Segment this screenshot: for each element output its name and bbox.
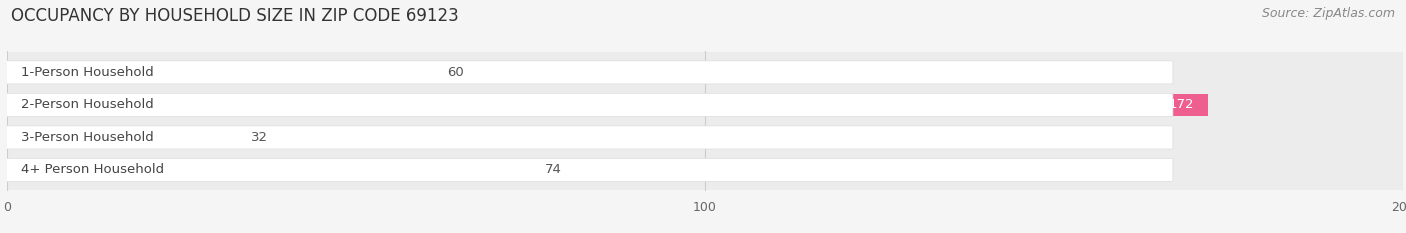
Bar	[7, 126, 231, 148]
Bar	[7, 94, 1208, 116]
FancyBboxPatch shape	[0, 158, 1173, 182]
Bar	[7, 52, 1403, 92]
Text: 3-Person Household: 3-Person Household	[21, 131, 153, 144]
Bar	[7, 159, 523, 181]
Bar	[7, 117, 1403, 157]
Bar	[7, 150, 1403, 190]
FancyBboxPatch shape	[0, 61, 1173, 84]
Bar	[7, 61, 426, 83]
Text: 74: 74	[544, 163, 561, 176]
Text: OCCUPANCY BY HOUSEHOLD SIZE IN ZIP CODE 69123: OCCUPANCY BY HOUSEHOLD SIZE IN ZIP CODE …	[11, 7, 458, 25]
Text: 4+ Person Household: 4+ Person Household	[21, 163, 165, 176]
FancyBboxPatch shape	[0, 93, 1173, 116]
Text: 1-Person Household: 1-Person Household	[21, 66, 153, 79]
Text: 172: 172	[1168, 98, 1194, 111]
Text: 32: 32	[252, 131, 269, 144]
Text: Source: ZipAtlas.com: Source: ZipAtlas.com	[1261, 7, 1395, 20]
Text: 60: 60	[447, 66, 464, 79]
FancyBboxPatch shape	[0, 126, 1173, 149]
Bar	[7, 85, 1403, 125]
Text: 2-Person Household: 2-Person Household	[21, 98, 153, 111]
